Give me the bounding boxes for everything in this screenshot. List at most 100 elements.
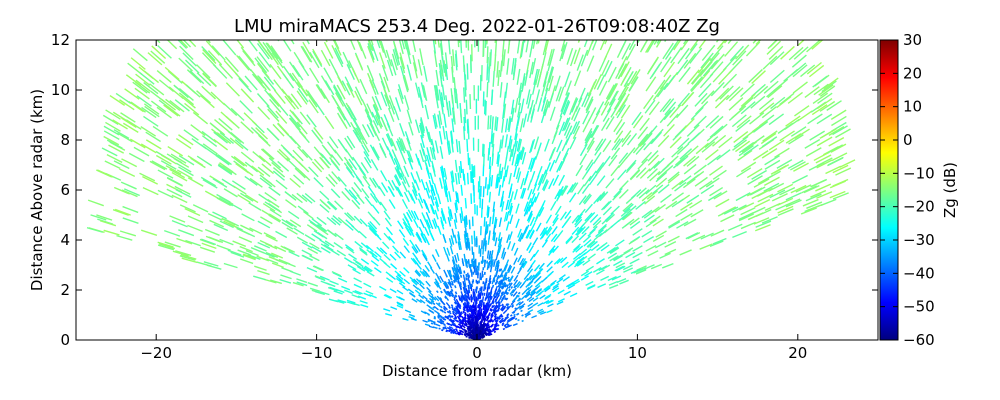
reflectivity-dash — [785, 115, 801, 127]
reflectivity-dash — [585, 159, 594, 171]
reflectivity-dash — [517, 254, 523, 263]
reflectivity-dash — [90, 214, 107, 221]
reflectivity-dash — [450, 88, 454, 104]
reflectivity-dash — [759, 102, 775, 115]
reflectivity-dash — [637, 158, 649, 170]
reflectivity-dash — [337, 138, 347, 152]
reflectivity-dash — [140, 229, 158, 237]
reflectivity-dash — [561, 261, 569, 269]
reflectivity-dash — [219, 220, 234, 229]
reflectivity-dash — [428, 230, 434, 240]
reflectivity-dash — [463, 218, 466, 229]
reflectivity-dash — [514, 307, 517, 310]
reflectivity-dash — [218, 163, 233, 174]
reflectivity-dash — [572, 125, 581, 139]
reflectivity-dash — [504, 118, 509, 133]
reflectivity-dash — [417, 198, 424, 209]
reflectivity-dash — [406, 47, 412, 65]
reflectivity-dash — [395, 165, 403, 178]
reflectivity-dash — [441, 210, 446, 221]
reflectivity-dash — [173, 85, 189, 99]
reflectivity-dash — [507, 116, 511, 131]
reflectivity-dash — [632, 251, 643, 259]
reflectivity-dash — [596, 258, 605, 265]
reflectivity-dash — [465, 241, 468, 251]
reflectivity-dash — [469, 334, 473, 337]
reflectivity-dash — [506, 319, 512, 324]
reflectivity-dash — [491, 116, 494, 131]
reflectivity-dash — [444, 315, 448, 318]
reflectivity-dash — [569, 136, 577, 150]
reflectivity-dash — [257, 220, 271, 229]
reflectivity-dash — [205, 235, 221, 243]
reflectivity-dash — [213, 223, 229, 232]
reflectivity-dash — [556, 160, 563, 173]
reflectivity-dash — [367, 211, 376, 221]
reflectivity-dash — [835, 128, 851, 139]
reflectivity-dash — [183, 129, 199, 141]
reflectivity-dash — [494, 304, 498, 308]
reflectivity-dash — [399, 270, 406, 277]
reflectivity-dash — [495, 117, 499, 132]
reflectivity-dash — [331, 270, 342, 277]
reflectivity-dash — [562, 148, 570, 161]
reflectivity-dash — [613, 95, 624, 110]
reflectivity-dash — [598, 265, 608, 272]
reflectivity-dash — [120, 181, 137, 190]
reflectivity-dash — [622, 202, 633, 212]
reflectivity-dash — [127, 62, 143, 76]
reflectivity-dash — [437, 315, 440, 319]
reflectivity-dash — [464, 320, 468, 326]
reflectivity-dash — [438, 131, 443, 145]
reflectivity-dash — [546, 227, 553, 236]
reflectivity-dash — [166, 176, 183, 187]
reflectivity-dash — [507, 276, 510, 280]
reflectivity-dash — [255, 127, 268, 140]
reflectivity-dash — [313, 146, 324, 159]
reflectivity-dash — [429, 301, 433, 305]
reflectivity-dash — [452, 328, 456, 331]
reflectivity-dash — [797, 40, 805, 46]
reflectivity-dash — [373, 103, 381, 119]
reflectivity-dash — [216, 244, 231, 251]
reflectivity-dash — [509, 148, 513, 162]
reflectivity-dash — [417, 59, 423, 76]
reflectivity-dash — [488, 176, 491, 189]
reflectivity-dash — [690, 76, 703, 91]
reflectivity-dash — [609, 284, 619, 289]
reflectivity-dash — [624, 70, 634, 87]
reflectivity-dash — [626, 159, 637, 171]
reflectivity-dash — [384, 217, 392, 227]
y-tick-label: 4 — [60, 231, 70, 249]
reflectivity-dash — [501, 282, 504, 286]
reflectivity-dash — [472, 329, 476, 333]
reflectivity-dash — [388, 199, 396, 209]
reflectivity-dash — [345, 246, 355, 254]
reflectivity-dash — [450, 280, 454, 284]
reflectivity-dash — [496, 259, 500, 268]
reflectivity-dash — [638, 189, 650, 199]
reflectivity-dash — [604, 212, 614, 222]
reflectivity-dash — [705, 115, 720, 128]
reflectivity-dash — [422, 319, 428, 323]
reflectivity-dash — [233, 160, 248, 172]
reflectivity-dash — [209, 175, 225, 186]
reflectivity-dash — [489, 296, 493, 300]
reflectivity-dash — [311, 161, 323, 173]
reflectivity-dash — [482, 310, 485, 314]
reflectivity-dash — [440, 166, 444, 179]
reflectivity-dash — [157, 45, 172, 59]
reflectivity-dash — [383, 232, 391, 241]
reflectivity-dash — [607, 252, 618, 260]
reflectivity-dash — [500, 250, 505, 259]
reflectivity-dash — [140, 126, 156, 137]
reflectivity-dash — [168, 86, 184, 100]
reflectivity-dash — [296, 90, 308, 105]
reflectivity-dash — [163, 229, 181, 237]
reflectivity-dash — [508, 135, 512, 149]
reflectivity-dash — [589, 240, 598, 249]
reflectivity-dash — [632, 115, 644, 129]
reflectivity-dash — [621, 211, 632, 221]
reflectivity-dash — [355, 54, 364, 71]
reflectivity-dash — [682, 118, 695, 131]
